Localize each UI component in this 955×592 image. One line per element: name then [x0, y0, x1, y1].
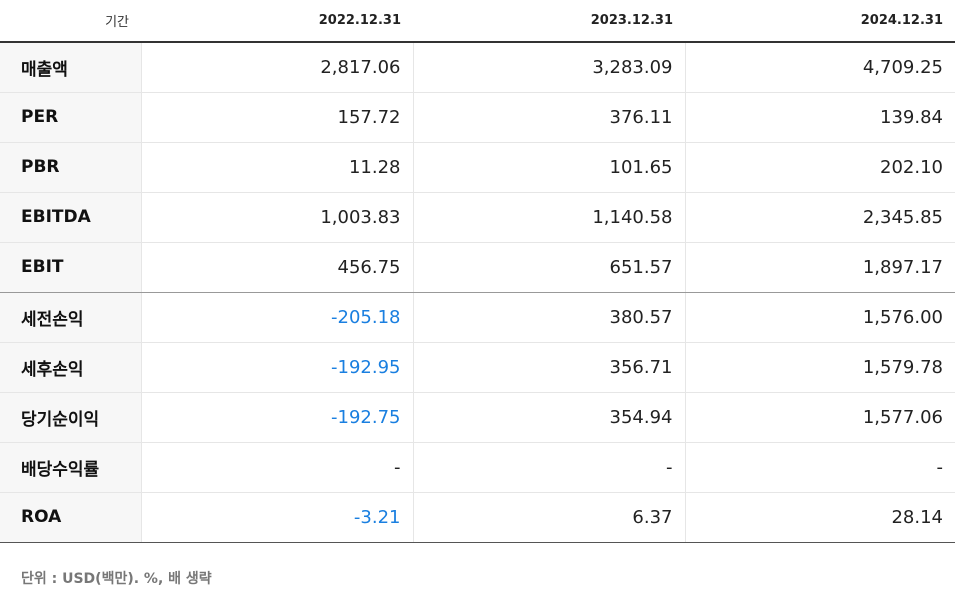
- table-row: 당기순이익 -192.75 354.94 1,577.06: [0, 392, 955, 443]
- table-cell: 139.84: [684, 92, 955, 143]
- table-cell: 4,709.25: [684, 42, 955, 93]
- table-cell: -: [140, 442, 413, 493]
- table-row: 배당수익률 - - -: [0, 442, 955, 493]
- table-row: 매출액 2,817.06 3,283.09 4,709.25: [0, 42, 955, 93]
- row-label: EBIT: [0, 242, 141, 293]
- row-label: 세후손익: [0, 342, 141, 393]
- table-cell: 3,283.09: [412, 42, 685, 93]
- table-cell: 1,897.17: [684, 242, 955, 293]
- unit-footnote: 단위 : USD(백만). %, 배 생략: [21, 571, 212, 587]
- table-row: PER 157.72 376.11 139.84: [0, 92, 955, 143]
- table-cell: 28.14: [684, 492, 955, 543]
- table-row: 세전손익 -205.18 380.57 1,576.00: [0, 292, 955, 343]
- table-cell: -: [684, 442, 955, 493]
- table-row: PBR 11.28 101.65 202.10: [0, 142, 955, 193]
- row-label: 매출액: [0, 42, 141, 93]
- table-cell-negative: -192.75: [140, 392, 413, 443]
- financial-summary-table: 기간 2022.12.31 2023.12.31 2024.12.31 매출액 …: [0, 0, 955, 543]
- table-cell: 651.57: [412, 242, 685, 293]
- table-cell: 380.57: [412, 292, 685, 343]
- table-cell: 1,576.00: [684, 292, 955, 343]
- table-row: EBIT 456.75 651.57 1,897.17: [0, 242, 955, 293]
- table-cell: 11.28: [140, 142, 413, 193]
- table-cell: 1,140.58: [412, 192, 685, 243]
- row-label: PBR: [0, 142, 141, 193]
- table-cell: 376.11: [412, 92, 685, 143]
- table-row: EBITDA 1,003.83 1,140.58 2,345.85: [0, 192, 955, 243]
- period-label-header: 기간: [0, 0, 141, 43]
- table-cell: 2,345.85: [684, 192, 955, 243]
- row-label: 배당수익률: [0, 442, 141, 493]
- period-header: 2022.12.31: [141, 0, 413, 43]
- row-label: ROA: [0, 492, 141, 543]
- period-header: 2024.12.31: [685, 0, 955, 43]
- table-cell: -: [412, 442, 685, 493]
- table-cell: 157.72: [140, 92, 413, 143]
- period-header: 2023.12.31: [413, 0, 685, 43]
- table-cell: 354.94: [412, 392, 685, 443]
- table-cell: 101.65: [412, 142, 685, 193]
- table-cell-negative: -3.21: [140, 492, 413, 543]
- header-row: 기간 2022.12.31 2023.12.31 2024.12.31: [0, 0, 955, 43]
- table-cell: 1,003.83: [140, 192, 413, 243]
- table-cell: 202.10: [684, 142, 955, 193]
- table-row: 세후손익 -192.95 356.71 1,579.78: [0, 342, 955, 393]
- row-label: EBITDA: [0, 192, 141, 243]
- row-label: PER: [0, 92, 141, 143]
- table-cell: 456.75: [140, 242, 413, 293]
- table-row: ROA -3.21 6.37 28.14: [0, 492, 955, 543]
- table-cell: 1,579.78: [684, 342, 955, 393]
- row-label: 세전손익: [0, 292, 141, 343]
- table-cell: 2,817.06: [140, 42, 413, 93]
- table-cell: 1,577.06: [684, 392, 955, 443]
- table-cell-negative: -205.18: [140, 292, 413, 343]
- table-cell: 356.71: [412, 342, 685, 393]
- table-cell: 6.37: [412, 492, 685, 543]
- table-cell-negative: -192.95: [140, 342, 413, 393]
- row-label: 당기순이익: [0, 392, 141, 443]
